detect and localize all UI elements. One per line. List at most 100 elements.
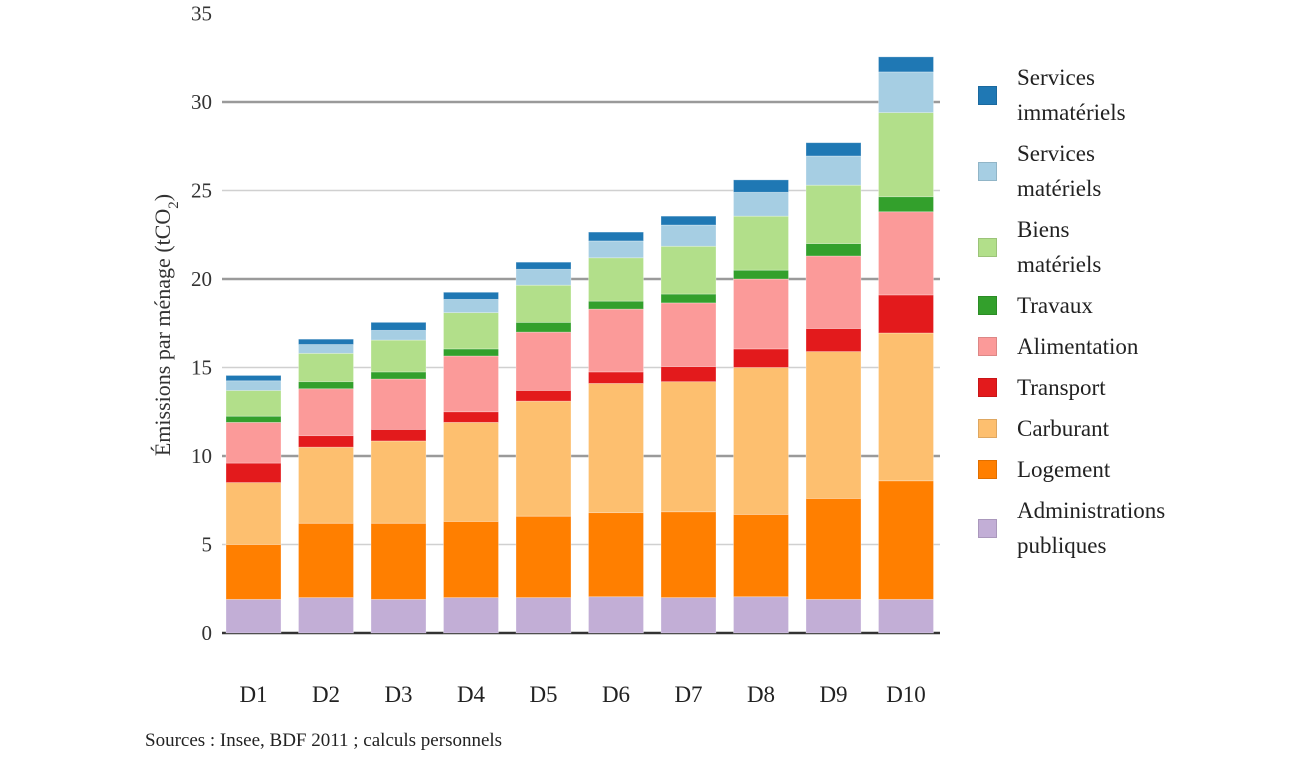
bars (225, 56, 934, 634)
legend-item: Travaux (978, 288, 1278, 323)
bar-segment (805, 243, 862, 257)
legend-label: Administrations publiques (1017, 498, 1166, 558)
y-axis-ticks: 0 5 10 15 20 25 30 35 (191, 2, 212, 646)
bar-segment (878, 598, 934, 634)
legend-swatch (978, 296, 997, 315)
y-tick-label: 35 (191, 2, 212, 26)
x-tick-label: D10 (886, 682, 926, 707)
bar-segment (515, 284, 572, 323)
y-tick-label: 20 (191, 267, 212, 291)
bar-segment (298, 522, 354, 599)
bar-segment (588, 596, 644, 634)
bar-segment (805, 351, 862, 499)
bar-segment (660, 511, 717, 599)
bar-segment (225, 380, 282, 391)
y-axis-title: Émissions par ménage (tCO2) (150, 194, 182, 456)
bar-segment (588, 257, 644, 302)
legend-item: Biens matériels (978, 212, 1278, 282)
bar-segment (370, 321, 427, 331)
bar-segment (588, 383, 644, 514)
y-tick-label: 25 (191, 179, 212, 203)
x-tick-label: D9 (819, 682, 847, 707)
legend-item: Carburant (978, 411, 1278, 446)
bar-segment (298, 381, 354, 390)
bar-segment (298, 435, 354, 448)
bar-segment (660, 597, 717, 634)
bar-segment (588, 240, 644, 259)
bar-segment (225, 462, 282, 483)
bar-segment (515, 400, 572, 517)
bar-segment (878, 71, 934, 114)
x-tick-label: D6 (602, 682, 630, 707)
x-tick-label: D4 (457, 682, 486, 707)
bar-segment (225, 421, 282, 464)
x-tick-label: D1 (239, 682, 267, 707)
bar-segment (225, 390, 282, 417)
bar-stack-D2 (298, 338, 354, 634)
bar-stack-D6 (588, 231, 644, 634)
bar-stack-D3 (370, 321, 427, 634)
bar-segment (225, 375, 282, 382)
x-axis-ticks: D1 D2 D3 D4 D5 D6 D7 D8 D9 D10 (239, 682, 925, 707)
bar-segment (370, 440, 427, 524)
legend-item: Logement (978, 452, 1278, 487)
bar-segment (515, 261, 572, 270)
bar-segment (878, 211, 934, 296)
bar-stack-D9 (805, 142, 862, 634)
bar-segment (878, 332, 934, 482)
bar-segment (660, 381, 717, 513)
legend-label: Services matériels (1017, 141, 1102, 201)
bar-segment (733, 514, 789, 598)
bar-stack-D10 (878, 56, 934, 634)
bar-segment (515, 515, 572, 598)
bar-segment (443, 291, 499, 300)
bar-stack-D8 (733, 179, 789, 634)
bar-segment (370, 598, 427, 634)
y-tick-label: 0 (202, 621, 213, 645)
bar-segment (443, 597, 499, 634)
bar-segment (515, 390, 572, 402)
legend-item: Administrations publiques (978, 493, 1278, 563)
legend-label: Services immatériels (1017, 65, 1126, 125)
bar-segment (733, 596, 789, 634)
legend-label: Travaux (1017, 293, 1093, 318)
y-tick-label: 5 (202, 533, 213, 557)
bar-segment (298, 344, 354, 354)
bar-segment (588, 308, 644, 373)
legend-item: Alimentation (978, 329, 1278, 364)
bar-segment (805, 498, 862, 600)
bar-stack-D7 (660, 215, 717, 634)
bar-segment (515, 321, 572, 333)
bar-segment (443, 298, 499, 314)
bar-segment (733, 348, 789, 368)
bar-segment (660, 366, 717, 383)
legend-label: Alimentation (1017, 334, 1139, 359)
bar-segment (878, 56, 934, 73)
y-tick-label: 30 (191, 90, 212, 114)
bar-segment (298, 338, 354, 345)
bar-segment (515, 331, 572, 391)
legend-label: Transport (1017, 375, 1106, 400)
bar-segment (588, 512, 644, 598)
bar-segment (225, 482, 282, 545)
bar-segment (443, 312, 499, 350)
bar-segment (805, 328, 862, 352)
legend-label: Biens matériels (1017, 217, 1102, 277)
bar-segment (733, 367, 789, 515)
legend-swatch (978, 518, 997, 538)
bar-stack-D5 (515, 261, 572, 634)
bar-segment (225, 415, 282, 423)
bar-segment (298, 446, 354, 524)
bar-segment (660, 215, 717, 226)
bar-segment (805, 142, 862, 157)
x-tick-label: D5 (529, 682, 557, 707)
legend-swatch (978, 460, 997, 479)
bar-segment (370, 522, 427, 600)
bar-stack-D1 (225, 375, 282, 634)
bar-segment (443, 411, 499, 423)
legend-item: Services immatériels (978, 60, 1278, 130)
legend-item: Transport (978, 370, 1278, 405)
bar-segment (225, 598, 282, 634)
bar-segment (878, 480, 934, 600)
